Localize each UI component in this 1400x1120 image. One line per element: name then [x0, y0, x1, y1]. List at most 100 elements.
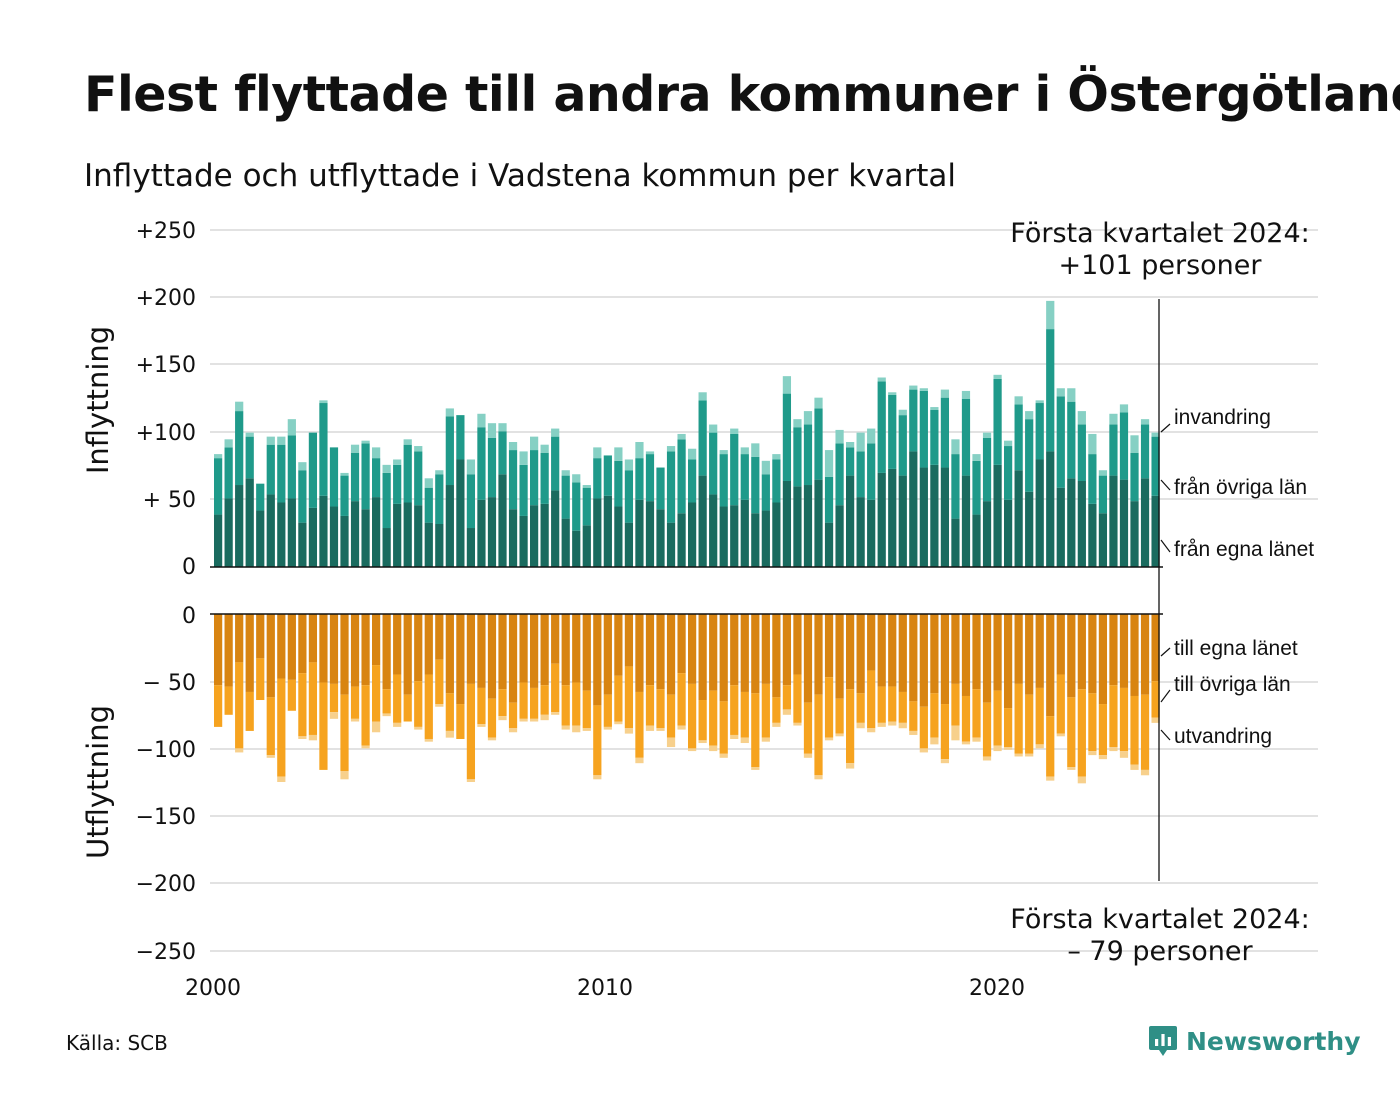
outflow-bar-segment [1151, 681, 1160, 718]
inflow-bar-segment [582, 487, 591, 526]
outflow-bar-segment [393, 674, 402, 723]
outflow-bar-segment [919, 706, 928, 749]
outflow-bar-segment [709, 690, 718, 746]
outflow-bar-segment [688, 614, 697, 684]
outflow-bar-segment [930, 614, 939, 694]
inflow-bar-segment [372, 458, 381, 498]
outflow-bar-segment [635, 614, 644, 692]
inflow-bar-segment [1046, 451, 1055, 567]
inflow-bar-segment [898, 415, 907, 476]
inflow-bar-segment [424, 522, 433, 567]
outflow-bar-segment [824, 677, 834, 738]
inflow-bar-segment [298, 522, 307, 567]
label-from-other-counties: från övriga län [1174, 476, 1307, 499]
inflow-bar-segment [530, 436, 539, 451]
inflow-bar-segment [1119, 404, 1129, 413]
outflow-bar-segment [951, 725, 960, 741]
outflow-bar-segment [308, 734, 318, 741]
outflow-bar-segment [961, 741, 971, 745]
brand-logo[interactable]: Newsworthy [1148, 1024, 1361, 1058]
inflow-bar-segment [1077, 411, 1086, 425]
inflow-bar-segment [508, 450, 518, 510]
inflow-bar-segment [1067, 401, 1076, 479]
inflow-bar-segment [1109, 424, 1118, 476]
inflow-bar-segment [1098, 513, 1108, 567]
inflow-bar-segment [761, 460, 770, 475]
outflow-bar-segment [308, 614, 318, 663]
inflow-bar-segment [635, 458, 644, 500]
inflow-bar-segment [456, 415, 465, 460]
inflow-bar-segment [846, 447, 855, 476]
inflow-bar-segment [846, 442, 855, 448]
inflow-bar-segment [1056, 487, 1065, 567]
inflow-bar-segment [1140, 478, 1150, 567]
outflow-bar-segment [624, 728, 634, 734]
inflow-bar-segment [961, 475, 971, 567]
inflow-bar-segment [214, 454, 223, 459]
inflow-bar-segment [1035, 459, 1044, 567]
inflow-bar-segment [519, 464, 528, 516]
outflow-bar-segment [772, 722, 781, 727]
inflow-bar-segment [814, 397, 823, 409]
inflow-bar-segment [751, 456, 760, 514]
inflow-bar-segment [772, 502, 781, 567]
outflow-bar-segment [782, 685, 792, 710]
outflow-bar-segment [561, 685, 570, 726]
outflow-bar-segment [993, 690, 1002, 746]
inflow-bar-segment [666, 451, 676, 523]
inflow-bar-segment [677, 433, 686, 440]
outflow-bar-segment [709, 614, 718, 691]
y-tick-label: − 50 [143, 671, 196, 696]
outflow-bar-segment [519, 614, 528, 683]
outflow-bar-segment [582, 614, 591, 691]
inflow-bar-segment [740, 454, 749, 500]
inflow-bar-segment [982, 437, 992, 502]
outflow-bar-segment [1109, 685, 1118, 748]
inflow-bar-segment [909, 385, 918, 390]
inflow-bar-segment [835, 443, 844, 506]
inflow-bar-segment [361, 440, 370, 444]
outflow-bar-segment [698, 740, 707, 744]
outflow-bar-segment [456, 614, 465, 705]
inflow-bar-segment [972, 514, 981, 567]
inflow-bar-segment [909, 451, 918, 567]
inflow-bar-segment [245, 432, 254, 437]
y-tick-label: +150 [136, 353, 196, 378]
outflow-bar-segment [1067, 697, 1076, 768]
x-tick-label: 2010 [577, 976, 633, 1001]
outflow-bar-segment [256, 614, 265, 659]
outflow-bar-segment [424, 674, 433, 739]
outflow-bar-segment [582, 728, 591, 731]
inflow-bar-segment [993, 378, 1002, 465]
inflow-bar-segment [1077, 480, 1086, 567]
outflow-bar-segment [1077, 776, 1086, 784]
inflow-bar-segment [540, 444, 549, 453]
label-leader [1160, 729, 1171, 741]
outflow-bar-segment [940, 704, 950, 760]
outflow-bar-segment [266, 755, 275, 758]
inflow-bar-segment [835, 429, 844, 444]
outflow-bar-segment [1056, 674, 1065, 734]
inflow-bar-segment [1025, 419, 1034, 492]
bottom-y-ticks: 0 − 50 −100 −150 −200 −250 [136, 604, 196, 965]
inflow-bar-segment [1035, 403, 1044, 460]
outflow-bar-segment [466, 614, 476, 684]
inflow-bar-segment [888, 392, 897, 395]
inflow-bar-segment [1109, 475, 1118, 567]
outflow-bar-segment [1056, 733, 1065, 737]
outflow-bar-segment [1109, 747, 1118, 752]
inflow-bar-segment [382, 464, 391, 473]
inflow-bar-segment [298, 462, 307, 471]
outflow-bar-segment [298, 673, 307, 737]
outflow-bar-segment [435, 614, 444, 660]
inflow-bar-segment [656, 467, 665, 510]
inflow-bar-segment [645, 501, 655, 567]
inflow-bar-segment [530, 450, 539, 506]
inflow-bar-segment [287, 435, 296, 499]
outflow-bar-segment [856, 614, 865, 694]
inflow-bar-segment [972, 460, 981, 515]
label-to-other-counties: till övriga län [1174, 673, 1291, 696]
outflow-bar-segment [603, 614, 612, 695]
outflow-bar-segment [909, 614, 918, 702]
inflow-bar-segment [224, 447, 233, 499]
